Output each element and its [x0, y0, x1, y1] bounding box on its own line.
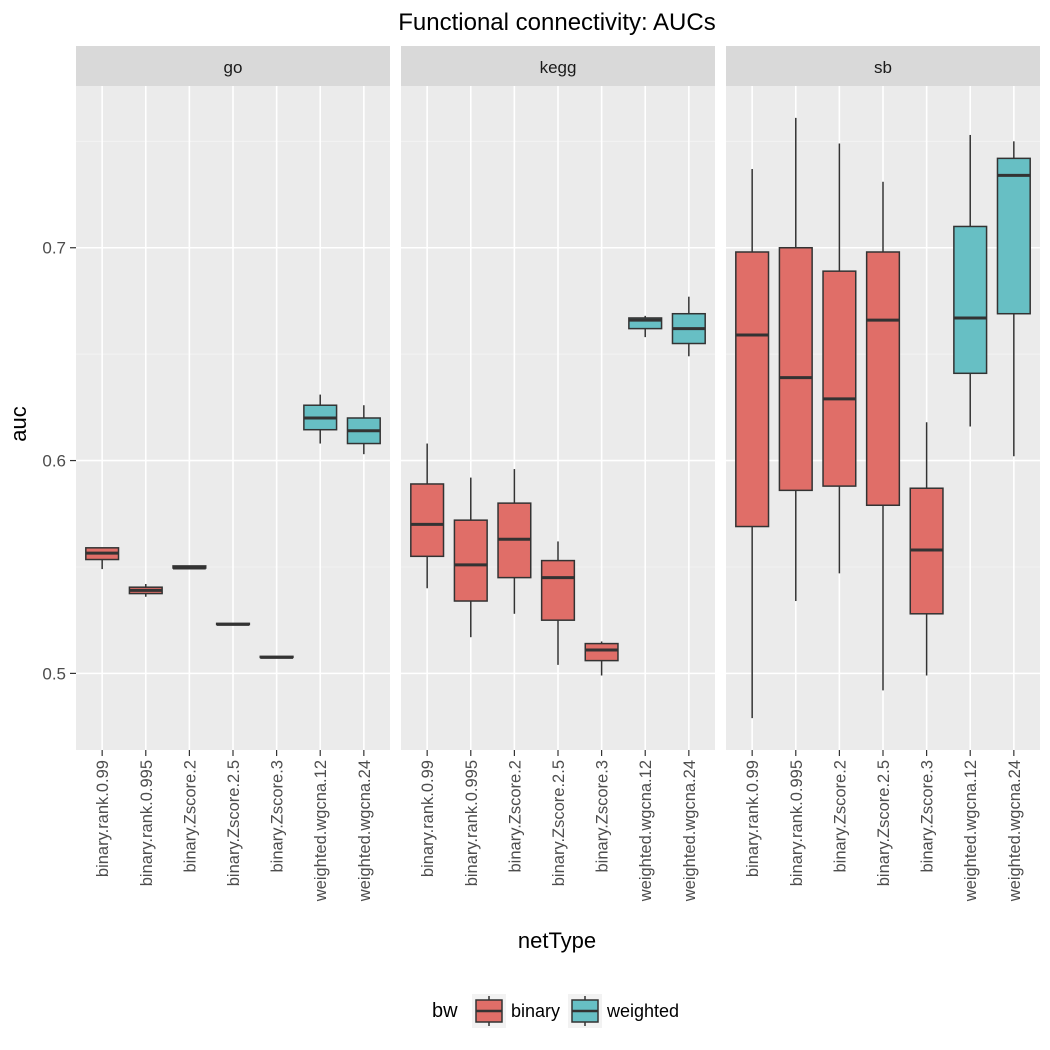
facet-strip-label: go	[224, 58, 243, 77]
x-tick-label: binary.Zscore.3	[269, 760, 287, 873]
facet-strip	[76, 46, 390, 86]
box-sb-weighted.wgcna.12	[953, 134, 988, 427]
facet-strip-label: kegg	[540, 58, 577, 77]
legend-title: bw	[432, 1000, 458, 1022]
box-sb-binary.Zscore.3	[909, 422, 944, 676]
facet-strip	[726, 46, 1040, 86]
y-tick-label: 0.7	[42, 239, 66, 258]
box-sb-binary.rank.0.99	[735, 169, 770, 719]
x-tick-label: binary.rank.0.995	[138, 760, 156, 886]
legend-label-binary: binary	[511, 1001, 560, 1021]
facet-strip	[401, 46, 715, 86]
x-tick-label: binary.Zscore.2.5	[550, 760, 568, 886]
box-body	[628, 317, 663, 330]
x-tick-label: weighted.wgcna.24	[356, 760, 374, 902]
y-tick-label: 0.5	[42, 664, 66, 683]
x-tick-label: weighted.wgcna.24	[1006, 760, 1024, 902]
legend-key-weighted	[568, 994, 602, 1028]
box-sb-binary.rank.0.995	[778, 117, 813, 602]
box-sb-binary.Zscore.2	[822, 143, 857, 574]
box-body	[735, 251, 770, 528]
box-body	[778, 246, 813, 492]
x-tick-label: binary.rank.0.99	[94, 760, 112, 877]
x-tick-label: binary.Zscore.2	[181, 760, 199, 873]
box-kegg-binary.rank.0.995	[453, 477, 488, 638]
legend: bw binary weighted	[432, 994, 679, 1028]
x-tick-label: binary.Zscore.3	[594, 760, 612, 873]
chart-title: Functional connectivity: AUCs	[398, 9, 715, 36]
x-tick-label: binary.Zscore.2.5	[225, 760, 243, 886]
box-body	[410, 483, 445, 558]
box-go-weighted.wgcna.24	[346, 405, 381, 455]
box-kegg-binary.Zscore.3	[584, 641, 619, 676]
x-tick-label: binary.rank.0.995	[463, 760, 481, 886]
x-tick-label: weighted.wgcna.24	[681, 760, 699, 902]
box-body	[865, 251, 901, 507]
box-kegg-weighted.wgcna.12	[628, 315, 663, 338]
box-body	[822, 270, 857, 487]
box-body	[996, 157, 1031, 315]
y-axis-label: auc	[6, 406, 31, 441]
box-sb-weighted.wgcna.24	[996, 141, 1031, 457]
box-body	[584, 642, 619, 662]
box-kegg-binary.Zscore.2.5	[540, 541, 576, 665]
y-tick-label: 0.6	[42, 452, 66, 471]
box-kegg-binary.Zscore.2	[497, 469, 532, 614]
facet-strip-label: sb	[874, 58, 892, 77]
box-body	[953, 225, 988, 375]
box-go-binary.rank.0.995	[128, 584, 163, 597]
box-sb-binary.Zscore.2.5	[865, 181, 901, 691]
x-tick-label: weighted.wgcna.12	[962, 760, 980, 902]
box-kegg-weighted.wgcna.24	[671, 296, 706, 357]
x-tick-label: binary.Zscore.3	[919, 760, 937, 873]
x-tick-label: binary.Zscore.2	[831, 760, 849, 873]
x-tick-label: binary.rank.0.99	[744, 760, 762, 877]
x-axis-label: netType	[518, 928, 596, 953]
box-go-binary.rank.0.99	[85, 547, 120, 570]
box-go-binary.Zscore.2	[172, 565, 207, 570]
box-go-binary.Zscore.3	[259, 655, 294, 659]
facet-panels: go binary.rank.0.99 binary.rank.0.995 binar…	[76, 46, 1040, 902]
x-tick-label: weighted.wgcna.12	[312, 760, 330, 902]
x-tick-label: binary.rank.0.99	[419, 760, 437, 877]
facet-panel-sb: sb binary.rank.0.99 binary.rank.0.995 binar…	[726, 46, 1040, 902]
box-body	[540, 559, 576, 621]
x-tick-label: binary.rank.0.995	[788, 760, 806, 886]
box-kegg-binary.rank.0.99	[410, 443, 445, 589]
x-tick-label: binary.Zscore.2	[506, 760, 524, 873]
box-go-weighted.wgcna.12	[303, 394, 338, 444]
facet-panel-kegg: kegg binary.rank.0.99 binary.rank.0.995 bin…	[401, 46, 715, 902]
x-tick-label: binary.Zscore.2.5	[875, 760, 893, 886]
box-body	[453, 519, 488, 602]
legend-label-weighted: weighted	[606, 1001, 679, 1021]
x-tick-label: weighted.wgcna.12	[637, 760, 655, 902]
box-go-binary.Zscore.2.5	[215, 622, 251, 626]
facet-panel-go: go binary.rank.0.99 binary.rank.0.995 binar…	[76, 46, 390, 902]
legend-key-binary	[472, 994, 506, 1028]
